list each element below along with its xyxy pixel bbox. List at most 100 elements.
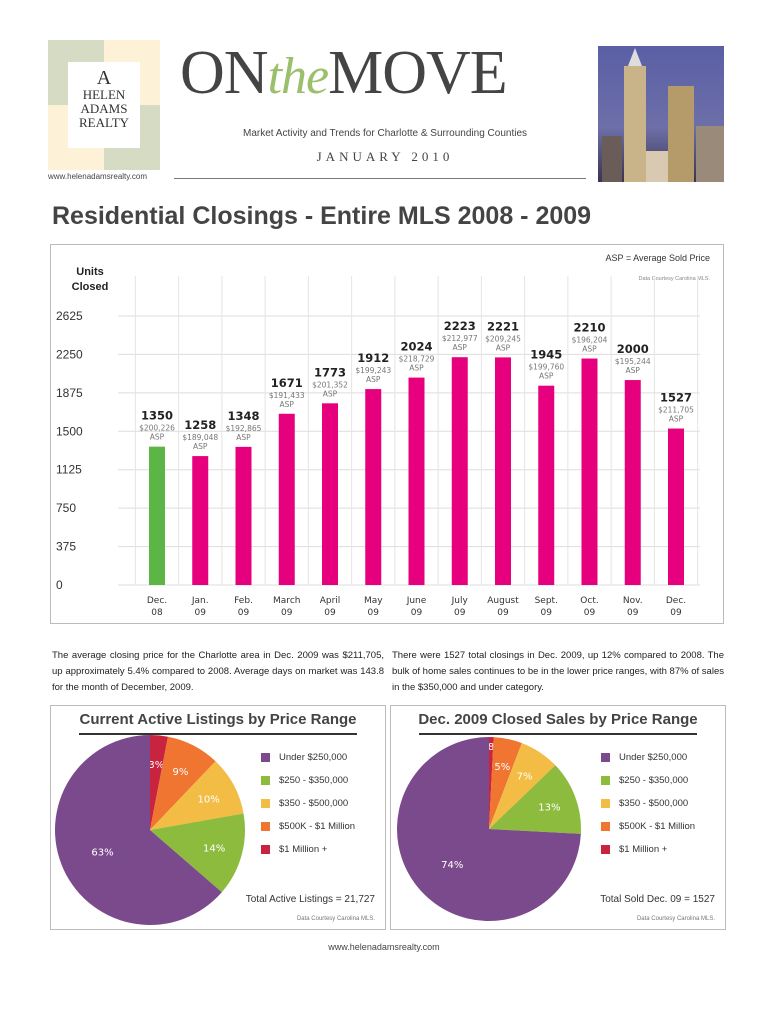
legend-label: $250 - $350,000 (279, 775, 349, 786)
bar-value-label: 1258 (184, 418, 216, 432)
slice-label: 74% (441, 860, 463, 871)
asp-label: $209,245 (485, 334, 521, 343)
x-tick-label: May (364, 596, 383, 606)
asp-note: ASP = Average Sold Price (606, 253, 710, 263)
asp-label: ASP (366, 375, 381, 384)
y-tick-label: 2625 (56, 309, 83, 323)
closings-bar-chart: Units Closed ASP = Average Sold Price Data … (56, 253, 710, 618)
asp-label: $218,729 (399, 355, 435, 364)
website-link[interactable]: www.helenadamsrealty.com (48, 172, 148, 181)
title-underline (419, 733, 697, 735)
bar-value-label: 2210 (573, 321, 605, 335)
bar (365, 389, 382, 585)
asp-label: $201,352 (312, 380, 348, 389)
slice-label: 9% (173, 767, 189, 778)
closings-bar-chart-frame (50, 244, 724, 624)
x-tick-label: 09 (368, 608, 380, 618)
asp-label: $199,760 (528, 363, 564, 372)
bar (451, 357, 468, 585)
y-tick-label: 0 (56, 578, 63, 592)
x-tick-label: Oct. (580, 596, 598, 606)
asp-label: $196,204 (572, 336, 608, 345)
legend-swatch (601, 845, 610, 854)
slice-label: 10% (197, 795, 219, 806)
y-axis-label: Units (76, 266, 104, 278)
pie-slice (489, 737, 522, 829)
bar-value-label: 1912 (357, 351, 389, 365)
y-tick-label: 1875 (56, 386, 83, 400)
x-tick-label: July (451, 596, 469, 606)
asp-label: ASP (280, 400, 295, 409)
asp-label: ASP (236, 433, 251, 442)
y-tick-label: 750 (56, 501, 76, 515)
x-tick-label: 09 (454, 608, 466, 618)
bar (495, 357, 511, 585)
pie-legend: Under $250,000 $250 - $350,000 $350 - $500… (601, 746, 695, 861)
x-tick-label: 09 (195, 608, 207, 618)
asp-label: ASP (582, 345, 597, 354)
asp-label: ASP (669, 415, 684, 424)
y-tick-label: 1500 (56, 424, 83, 438)
x-tick-label: 09 (238, 608, 250, 618)
header-divider (174, 178, 586, 179)
x-tick-label: April (320, 596, 341, 606)
asp-label: ASP (193, 442, 208, 451)
legend-swatch (261, 822, 270, 831)
legend-item: $1 Million + (261, 838, 355, 861)
asp-label: ASP (539, 372, 554, 381)
x-tick-label: Feb. (234, 596, 253, 606)
asp-label: $200,226 (139, 424, 175, 433)
x-tick-label: 09 (627, 608, 639, 618)
bar (278, 413, 295, 585)
newsletter-title: ONtheMOVE (180, 38, 508, 112)
bar-value-label: 1773 (314, 365, 346, 379)
bar-value-label: 1945 (530, 348, 562, 362)
legend-swatch (601, 822, 610, 831)
bar (624, 380, 641, 585)
asp-label: $192,865 (226, 424, 262, 433)
asp-label: ASP (409, 364, 424, 373)
x-tick-label: Jan. (191, 596, 209, 606)
logo-mark: A (96, 67, 112, 89)
bar-value-label: 2221 (487, 319, 519, 333)
x-tick-label: 08 (151, 608, 163, 618)
bar-value-label: 1350 (141, 409, 173, 423)
charlotte-skyline-photo (598, 46, 724, 182)
legend-label: $500K - $1 Million (279, 821, 356, 832)
x-tick-label: 09 (411, 608, 423, 618)
y-axis-label: Closed (72, 281, 109, 293)
x-tick-label: 09 (497, 608, 509, 618)
asp-label: $212,977 (442, 334, 478, 343)
asp-label: $191,433 (269, 391, 305, 400)
bar (322, 403, 338, 585)
x-tick-label: Nov. (623, 596, 643, 606)
x-tick-label: Dec. (147, 596, 167, 606)
pie-slice (55, 735, 222, 925)
legend-swatch (601, 799, 610, 808)
footer-website-link[interactable]: www.helenadamsrealty.com (328, 942, 440, 952)
bar-value-label: 1671 (271, 376, 303, 390)
main-heading: Residential Closings - Entire MLS 2008 -… (52, 202, 592, 230)
avg-price-paragraph: The average closing price for the Charlo… (52, 650, 384, 693)
pie-legend: Under $250,000 $250 - $350,000 $350 - $500… (261, 746, 355, 861)
legend-label: $350 - $500,000 (279, 798, 349, 809)
asp-label: ASP (453, 343, 468, 352)
legend-item: $250 - $350,000 (601, 769, 695, 792)
legend-label: $1 Million + (279, 844, 328, 855)
slice-label: 0.8% (478, 742, 503, 753)
bar-value-label: 2223 (444, 319, 476, 333)
bar-value-label: 1527 (660, 391, 692, 405)
legend-label: $1 Million + (619, 844, 668, 855)
bar (668, 428, 684, 585)
x-tick-label: Sept. (535, 596, 558, 606)
x-tick-label: 09 (281, 608, 293, 618)
legend-label: $250 - $350,000 (619, 775, 689, 786)
y-tick-label: 1125 (56, 463, 82, 477)
logo-text: REALTY (78, 115, 130, 130)
bar (581, 358, 598, 585)
bar (192, 456, 209, 585)
legend-swatch (261, 845, 270, 854)
asp-label: $189,048 (182, 433, 218, 442)
pie-slice (489, 737, 494, 829)
legend-swatch (261, 776, 270, 785)
